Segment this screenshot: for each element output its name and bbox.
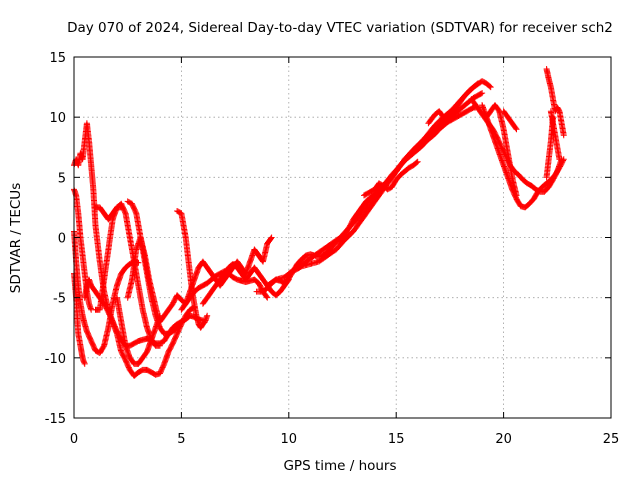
y-tick-label: -10: [45, 352, 66, 367]
series-arc-10: [124, 234, 161, 319]
data-point: [453, 108, 460, 115]
series-arc-2: [71, 270, 88, 367]
data-point: [556, 156, 563, 163]
data-points: [71, 66, 567, 379]
data-point: [550, 114, 557, 121]
x-tick-label: 10: [281, 432, 298, 447]
x-tick-label: 20: [495, 432, 512, 447]
x-axis-label: GPS time / hours: [283, 458, 396, 474]
data-point: [414, 158, 421, 165]
data-point: [452, 109, 459, 116]
data-point: [512, 125, 519, 132]
y-tick-label: 15: [49, 51, 66, 66]
x-tick-label: 25: [603, 432, 620, 447]
series-arc-23: [483, 102, 520, 199]
data-point: [263, 293, 270, 300]
series-arc-24: [500, 108, 520, 133]
series-arc-7: [92, 204, 125, 223]
data-point: [478, 90, 484, 97]
data-point: [177, 319, 184, 326]
series-arc-22: [479, 102, 567, 211]
data-point: [487, 84, 494, 91]
data-point: [513, 126, 520, 133]
data-point: [118, 204, 125, 211]
data-point: [486, 83, 493, 90]
y-tick-label: 10: [49, 111, 66, 126]
series-arc-25: [543, 66, 567, 139]
data-point: [413, 159, 420, 166]
data-point: [268, 234, 275, 241]
data-point: [81, 359, 88, 366]
data-point: [154, 312, 161, 319]
data-point: [513, 192, 520, 199]
data-point: [479, 90, 486, 97]
data-point: [122, 209, 128, 216]
series-arc-27: [543, 114, 557, 181]
series-arc-20: [425, 108, 460, 127]
y-tick-label: 5: [58, 171, 66, 186]
grid-lines: [74, 57, 611, 418]
data-point: [204, 312, 211, 319]
series-arc-8: [114, 294, 163, 367]
data-point: [156, 342, 163, 349]
series-arc-15: [253, 104, 481, 295]
x-tick-label: 0: [70, 432, 78, 447]
x-tick-label: 5: [177, 432, 185, 447]
data-point: [264, 294, 271, 301]
data-point: [560, 132, 567, 139]
data-point: [178, 318, 185, 325]
y-axis-label: SDTVAR / TECUs: [8, 183, 24, 293]
chart-title: Day 070 of 2024, Sidereal Day-to-day VTE…: [67, 20, 613, 36]
y-axis-ticks: -15 -10 -5 0 5 10 15: [45, 51, 611, 427]
y-tick-label: -15: [45, 412, 66, 427]
y-tick-label: -5: [53, 292, 66, 307]
data-point: [267, 235, 274, 242]
series-arc-12: [174, 208, 211, 331]
data-point: [81, 360, 88, 367]
x-axis-ticks: 0 5 10 15 20 25: [70, 57, 619, 447]
series-arc-19: [393, 78, 494, 175]
series-arc-18: [361, 158, 421, 199]
data-point: [560, 157, 567, 164]
x-tick-label: 15: [388, 432, 405, 447]
y-tick-label: 0: [58, 232, 66, 247]
